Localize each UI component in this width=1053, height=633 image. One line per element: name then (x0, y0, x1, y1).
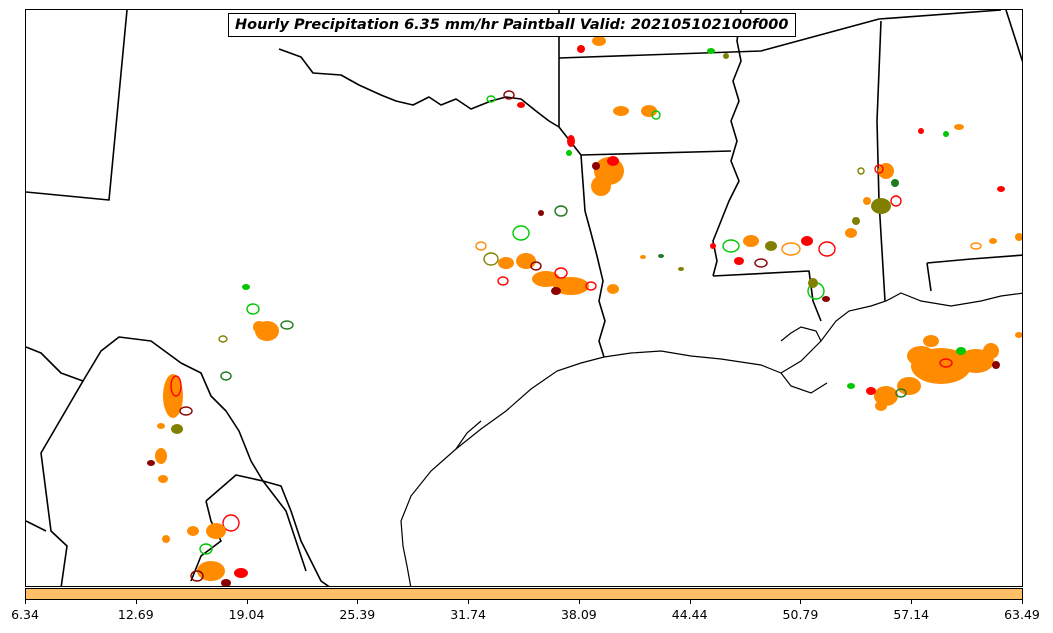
precipitation-paintball (147, 36, 1022, 586)
colorbar-tick-mark (25, 600, 26, 604)
cluster-mexico (147, 374, 248, 586)
colorbar-tick-label: 12.69 (117, 607, 154, 622)
colorbar-tick-label: 19.04 (228, 607, 265, 622)
colorbar-tick-mark (689, 600, 691, 604)
cluster-alabama (852, 124, 1022, 250)
colorbar-tick-label: 31.74 (450, 607, 487, 622)
nm-boundary (26, 10, 128, 201)
colorbar-tick-mark (357, 600, 359, 604)
mexico-state-line-2 (26, 520, 47, 532)
ar-la-boundary (580, 150, 732, 156)
mexico-state-line-1 (40, 380, 84, 586)
al-fl-boundary (926, 254, 1022, 264)
colorbar-tick-mark (578, 600, 580, 604)
ms-al-boundary (876, 20, 886, 302)
colorbar-tick-mark (468, 600, 470, 604)
colorbar-tick-mark (1022, 600, 1023, 604)
mexico-state-line-4 (190, 500, 222, 582)
cluster-red-river (486, 90, 525, 108)
mexico-state-line-3 (205, 474, 264, 502)
cluster-west-texas (218, 284, 294, 381)
al-ga-boundary (1005, 10, 1022, 63)
map-panel[interactable] (25, 9, 1023, 587)
sabine-river (584, 210, 606, 358)
map-canvas (26, 10, 1022, 586)
colorbar-tick-label: 63.49 (1004, 607, 1040, 622)
mississippi-river (712, 10, 742, 277)
gulf-coastline (400, 292, 1022, 586)
colorbar-tick-label: 44.44 (671, 607, 708, 622)
colorbar-tick-label: 57.14 (893, 607, 930, 622)
cluster-arkansas (566, 36, 729, 196)
colorbar-tick-mark (911, 600, 913, 604)
colorbar-tick-mark (246, 600, 248, 604)
colorbar-tick-label: 25.39 (339, 607, 376, 622)
map-title: Hourly Precipitation 6.35 mm/hr Paintbal… (228, 13, 796, 37)
fl-panhandle (926, 262, 932, 292)
state-boundaries (26, 10, 1022, 586)
red-river-boundary (278, 48, 560, 128)
cluster-louisiana (640, 228, 857, 302)
colorbar-tick-mark (135, 600, 137, 604)
mexico-state-line-5 (262, 480, 307, 572)
colorbar-tick-label: 38.09 (560, 607, 597, 622)
colorbar-tick-label: 6.34 (11, 607, 39, 622)
rio-grande (26, 336, 330, 586)
cluster-gulf (847, 332, 1022, 411)
tn-boundary (558, 10, 1002, 59)
colorbar-tick-mark (800, 600, 802, 604)
cluster-east-texas (475, 205, 619, 295)
colorbar-tick-label: 50.79 (782, 607, 819, 622)
colorbar (25, 588, 1023, 600)
la-ms-boundary (712, 270, 822, 322)
